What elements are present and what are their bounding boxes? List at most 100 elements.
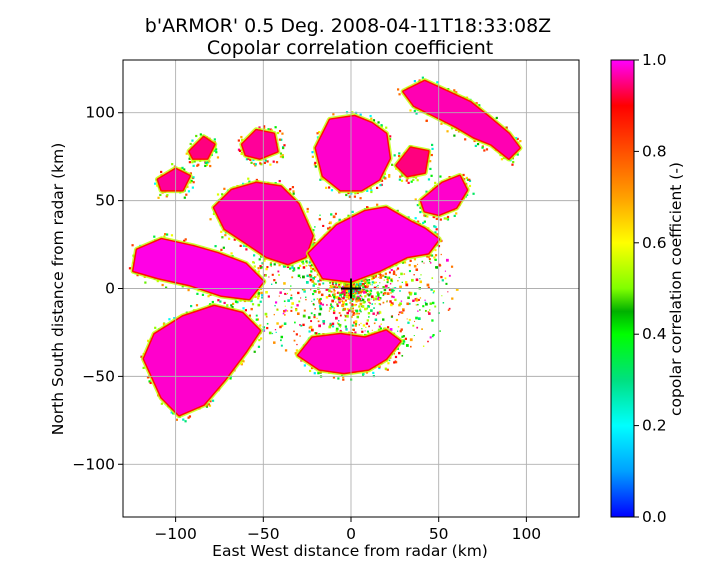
echo-region-north-central [315, 116, 390, 191]
fringe-pixel [258, 338, 261, 342]
fringe-pixel [311, 151, 314, 154]
fringe-pixel [395, 361, 398, 364]
clutter-pixel [383, 279, 385, 281]
y-axis-ticks: −100 −50 0 50 100 [72, 104, 123, 473]
fringe-pixel [466, 178, 470, 181]
fringe-pixel [206, 161, 210, 164]
clutter-pixel [296, 312, 300, 316]
fringe-pixel [435, 217, 438, 221]
clutter-pixel [276, 308, 279, 311]
fringe-pixel [462, 173, 465, 177]
fringe-pixel [308, 330, 311, 333]
fringe-pixel [209, 164, 212, 168]
fringe-pixel [251, 303, 255, 306]
clutter-pixel [337, 323, 340, 325]
clutter-pixel [366, 286, 369, 289]
clutter-pixel [358, 282, 362, 286]
clutter-pixel [370, 309, 373, 312]
clutter-pixel [427, 311, 430, 313]
fringe-pixel [181, 166, 184, 170]
fringe-pixel [310, 267, 313, 270]
fringe-pixel [318, 283, 321, 286]
fringe-pixel [253, 162, 256, 166]
fringe-pixel [512, 160, 515, 164]
fringe-pixel [278, 264, 281, 267]
fringe-pixel [403, 340, 406, 343]
fringe-pixel [289, 267, 292, 270]
clutter-pixel [361, 328, 363, 330]
clutter-pixel [278, 274, 280, 276]
fringe-pixel [230, 304, 233, 307]
clutter-pixel [351, 300, 354, 302]
clutter-pixel [335, 285, 337, 288]
clutter-pixel [257, 294, 260, 298]
clutter-pixel [341, 286, 344, 289]
fringe-pixel [272, 160, 275, 163]
clutter-pixel [390, 303, 393, 307]
clutter-pixel [299, 335, 301, 337]
fringe-pixel [446, 130, 449, 133]
fringe-pixel [233, 238, 236, 241]
clutter-pixel [346, 283, 349, 286]
clutter-pixel [333, 291, 335, 293]
clutter-pixel [280, 339, 282, 342]
fringe-pixel [263, 125, 266, 128]
clutter-pixel [376, 297, 380, 300]
fringe-pixel [269, 262, 273, 265]
clutter-pixel [250, 307, 253, 311]
clutter-pixel [283, 300, 286, 303]
fringe-pixel [182, 418, 185, 421]
clutter-pixel [329, 284, 333, 288]
fringe-pixel [281, 156, 285, 159]
clutter-pixel [335, 327, 339, 331]
fringe-pixel [157, 196, 160, 199]
clutter-pixel [450, 265, 454, 268]
clutter-pixel [382, 294, 385, 297]
fringe-pixel [278, 138, 281, 141]
fringe-pixel [260, 337, 263, 340]
clutter-pixel [261, 262, 263, 264]
fringe-pixel [189, 142, 192, 146]
fringe-pixel [156, 280, 159, 283]
clutter-pixel [276, 308, 278, 310]
clutter-pixel [356, 312, 359, 315]
clutter-pixel [291, 276, 294, 279]
clutter-pixel [413, 292, 417, 296]
fringe-pixel [436, 233, 439, 236]
clutter-pixel [364, 290, 368, 294]
clutter-pixel [368, 290, 371, 293]
fringe-pixel [195, 134, 198, 138]
clutter-pixel [357, 299, 360, 302]
clutter-pixel [359, 298, 362, 301]
fringe-pixel [191, 161, 194, 164]
clutter-pixel [407, 296, 410, 300]
clutter-pixel [349, 301, 352, 304]
fringe-pixel [257, 297, 260, 300]
clutter-pixel [303, 309, 306, 312]
clutter-pixel [328, 294, 330, 296]
clutter-pixel [440, 275, 443, 279]
clutter-pixel [368, 278, 371, 281]
clutter-pixel [310, 312, 313, 315]
clutter-pixel [360, 299, 362, 302]
clutter-pixel [310, 289, 312, 291]
clutter-pixel [339, 283, 342, 286]
fringe-pixel [208, 160, 211, 163]
clutter-pixel [283, 282, 286, 285]
fringe-pixel [311, 267, 315, 271]
clutter-pixel [330, 303, 332, 306]
fringe-pixel [259, 324, 262, 327]
echo-region-northeast-arc [403, 81, 520, 159]
clutter-pixel [412, 299, 415, 302]
clutter-pixel [276, 322, 279, 325]
clutter-pixel [312, 303, 315, 306]
echo-region-east-cell [421, 176, 467, 215]
clutter-pixel [357, 283, 361, 287]
clutter-pixel [408, 291, 411, 294]
fringe-pixel [389, 135, 392, 138]
fringe-pixel [248, 180, 251, 183]
fringe-pixel [313, 163, 316, 166]
clutter-pixel [344, 314, 346, 316]
fringe-pixel [282, 146, 285, 150]
clutter-pixel [357, 288, 361, 292]
